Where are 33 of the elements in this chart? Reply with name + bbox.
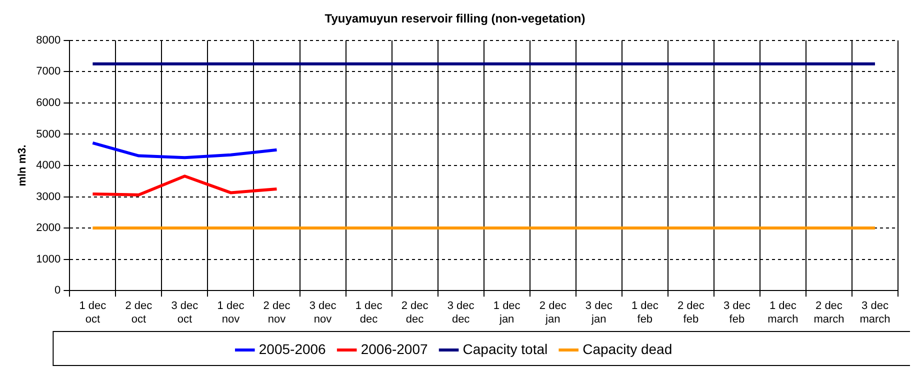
legend-label: 2006-2007 bbox=[360, 340, 428, 357]
y-tick-label: 0 bbox=[54, 284, 61, 297]
x-tick-label: 3 dec march bbox=[860, 300, 890, 326]
y-tick-label: 8000 bbox=[36, 34, 61, 46]
x-tick-label: 3 dec nov bbox=[309, 300, 337, 326]
x-tick-label: 1 dec feb bbox=[631, 300, 659, 326]
y-tick-label: 3000 bbox=[36, 190, 61, 203]
legend-label: Capacity total bbox=[462, 340, 548, 357]
x-tick-label: 3 dec feb bbox=[723, 300, 751, 326]
x-tick-label: 2 dec nov bbox=[263, 300, 291, 326]
x-tick-label: 2 dec oct bbox=[125, 300, 153, 326]
x-tick-label: 1 dec nov bbox=[217, 300, 245, 326]
y-tick-label: 2000 bbox=[36, 222, 61, 234]
chart-title: Tyuyamuyun reservoir filling (non-vegetation) bbox=[324, 12, 586, 26]
y-tick-label: 7000 bbox=[36, 66, 61, 78]
x-tick-label: 2 dec dec bbox=[401, 300, 429, 326]
x-tick-label: 1 dec dec bbox=[355, 300, 383, 326]
x-tick-label: 2 dec feb bbox=[677, 300, 705, 326]
y-tick-label: 4000 bbox=[36, 160, 61, 172]
x-tick-label: 3 dec dec bbox=[447, 300, 475, 326]
y-tick-label: 6000 bbox=[36, 96, 61, 109]
y-tick-label: 5000 bbox=[36, 128, 61, 140]
x-tick-label: 2 dec march bbox=[814, 300, 844, 326]
y-tick-label: 1000 bbox=[36, 253, 61, 266]
x-tick-label: 1 dec jan bbox=[493, 300, 521, 326]
x-tick-label: 1 dec oct bbox=[79, 300, 107, 326]
x-tick-label: 3 dec oct bbox=[171, 300, 199, 326]
legend-label: 2005-2006 bbox=[258, 340, 326, 357]
x-tick-label: 2 dec jan bbox=[539, 300, 567, 326]
x-tick-label: 1 dec march bbox=[768, 300, 798, 326]
y-axis-title: mln m3. bbox=[16, 144, 29, 186]
x-tick-label: 3 dec jan bbox=[585, 300, 613, 326]
legend-label: Capacity dead bbox=[582, 340, 672, 357]
